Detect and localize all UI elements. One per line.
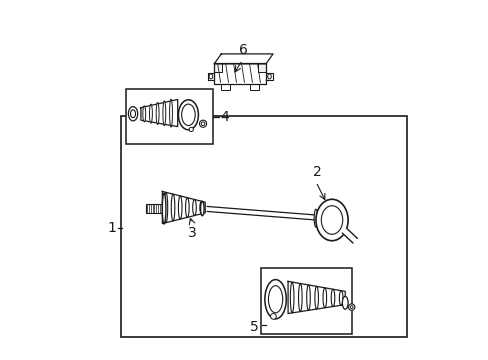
Ellipse shape bbox=[267, 74, 271, 79]
Ellipse shape bbox=[290, 282, 293, 313]
Ellipse shape bbox=[315, 199, 347, 241]
Polygon shape bbox=[214, 63, 222, 72]
Ellipse shape bbox=[178, 196, 182, 219]
Ellipse shape bbox=[348, 304, 354, 310]
Polygon shape bbox=[221, 84, 230, 90]
Polygon shape bbox=[342, 228, 357, 243]
Ellipse shape bbox=[330, 289, 334, 306]
Ellipse shape bbox=[313, 209, 317, 227]
Ellipse shape bbox=[130, 110, 135, 118]
Ellipse shape bbox=[323, 288, 326, 308]
Ellipse shape bbox=[298, 284, 302, 312]
Ellipse shape bbox=[128, 107, 138, 121]
Ellipse shape bbox=[185, 198, 189, 217]
Ellipse shape bbox=[189, 127, 193, 132]
Polygon shape bbox=[162, 192, 205, 224]
Ellipse shape bbox=[192, 199, 196, 216]
Ellipse shape bbox=[181, 104, 195, 126]
Ellipse shape bbox=[268, 286, 282, 313]
Ellipse shape bbox=[209, 74, 212, 79]
Ellipse shape bbox=[306, 285, 310, 310]
Ellipse shape bbox=[200, 201, 203, 214]
Ellipse shape bbox=[349, 306, 352, 309]
Ellipse shape bbox=[156, 103, 159, 125]
Polygon shape bbox=[287, 282, 345, 314]
Polygon shape bbox=[207, 73, 214, 80]
Ellipse shape bbox=[201, 122, 204, 126]
Polygon shape bbox=[249, 84, 258, 90]
Bar bbox=[146, 204, 162, 213]
Ellipse shape bbox=[317, 207, 321, 229]
Ellipse shape bbox=[199, 120, 206, 127]
Text: 1: 1 bbox=[107, 221, 116, 235]
Ellipse shape bbox=[163, 101, 165, 126]
Ellipse shape bbox=[162, 193, 165, 224]
Ellipse shape bbox=[339, 291, 342, 305]
Ellipse shape bbox=[149, 104, 152, 123]
Ellipse shape bbox=[342, 296, 347, 309]
Bar bbox=[125, 89, 213, 144]
Polygon shape bbox=[214, 54, 272, 64]
Ellipse shape bbox=[264, 280, 285, 319]
Polygon shape bbox=[214, 63, 265, 84]
Bar bbox=[121, 116, 406, 337]
Text: 6: 6 bbox=[239, 44, 247, 58]
Ellipse shape bbox=[164, 192, 167, 223]
Ellipse shape bbox=[142, 106, 145, 122]
Text: 2: 2 bbox=[312, 165, 321, 179]
Text: 4: 4 bbox=[220, 109, 229, 123]
Ellipse shape bbox=[178, 100, 198, 130]
Text: 5: 5 bbox=[249, 320, 258, 334]
Ellipse shape bbox=[321, 206, 342, 234]
Polygon shape bbox=[258, 63, 265, 72]
Ellipse shape bbox=[314, 287, 318, 309]
Text: 3: 3 bbox=[188, 226, 197, 240]
Ellipse shape bbox=[169, 99, 172, 127]
Ellipse shape bbox=[321, 206, 324, 231]
Ellipse shape bbox=[200, 202, 203, 216]
Ellipse shape bbox=[270, 314, 276, 319]
Ellipse shape bbox=[171, 194, 175, 221]
Polygon shape bbox=[141, 99, 177, 127]
Polygon shape bbox=[265, 73, 272, 80]
Bar bbox=[260, 267, 351, 334]
